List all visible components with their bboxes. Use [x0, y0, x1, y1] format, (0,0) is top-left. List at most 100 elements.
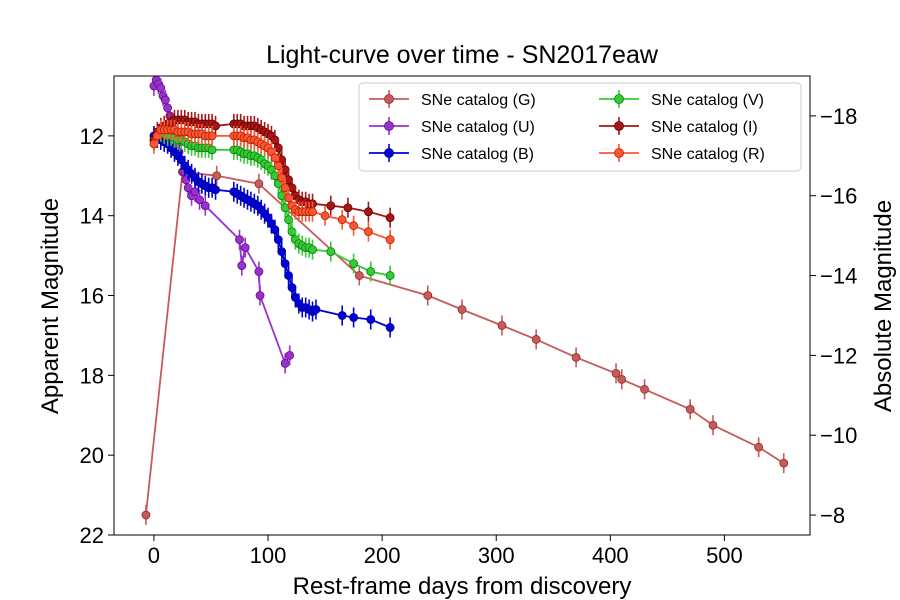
y-tick-label: 22 [80, 523, 104, 548]
data-point [308, 245, 317, 255]
series-group [141, 76, 789, 526]
data-point [326, 247, 336, 257]
plot-frame [113, 75, 811, 536]
data-point [423, 291, 433, 300]
y-right-tick-label: −14 [820, 264, 857, 289]
legend-marker [384, 148, 394, 158]
data-point [195, 195, 204, 205]
data-point [207, 145, 217, 155]
series-line [145, 170, 785, 516]
data-point [457, 305, 467, 314]
legend-entry: SNe catalog (I) [599, 117, 758, 136]
data-point [320, 211, 330, 221]
data-point [254, 267, 264, 276]
data-point [611, 368, 621, 378]
data-point [385, 235, 395, 245]
data-point [354, 271, 364, 280]
data-point [366, 267, 376, 276]
chart-title: Light-curve over time - SN2017eaw [266, 41, 659, 69]
data-point [280, 259, 290, 268]
data-point [255, 291, 265, 300]
data-point [207, 131, 217, 141]
axes: 0 100 200 300 400 500 12 14 16 18 20 22 −18 −16 −14 −12… [80, 75, 857, 568]
series-2 [149, 125, 395, 338]
data-point [754, 442, 764, 452]
y-tick-label: 20 [80, 443, 104, 468]
data-point [531, 335, 541, 344]
legend-entry: SNe catalog (U) [369, 117, 535, 136]
data-point [240, 243, 250, 253]
y-right-tick-label: −8 [820, 503, 845, 528]
data-point [685, 404, 695, 414]
data-point [211, 185, 220, 195]
data-point [254, 179, 264, 189]
legend-label: SNe catalog (G) [421, 92, 536, 109]
data-point [366, 315, 376, 324]
data-point [364, 207, 373, 217]
plot-area [141, 76, 789, 526]
data-point [280, 358, 290, 368]
y-right-tick-label: −16 [820, 184, 857, 209]
data-point [617, 374, 627, 384]
series-0 [141, 161, 789, 526]
x-tick-label: 200 [364, 543, 401, 568]
legend-entry: SNe catalog (R) [599, 144, 765, 163]
data-point [779, 458, 789, 468]
y-right-tick-label: −10 [820, 423, 857, 448]
data-point [385, 323, 395, 332]
legend-label: SNe catalog (U) [421, 119, 535, 136]
data-point [337, 215, 347, 225]
data-point [237, 261, 247, 270]
legend-marker [614, 94, 624, 104]
data-point [349, 313, 359, 322]
y-tick-label: 14 [80, 204, 104, 229]
data-point [212, 171, 222, 181]
legend-label: SNe catalog (V) [651, 92, 764, 109]
data-point [337, 311, 347, 320]
data-point [708, 420, 718, 430]
data-point [497, 321, 507, 330]
data-point [349, 221, 359, 231]
data-point [385, 213, 395, 223]
data-point [273, 235, 283, 245]
data-point [364, 227, 373, 237]
data-point [273, 161, 283, 171]
data-point [284, 271, 293, 280]
x-axis-label: Rest-frame days from discovery [293, 573, 632, 600]
data-point [640, 384, 649, 394]
data-point [343, 203, 353, 213]
data-point [326, 201, 336, 211]
y-tick-label: 16 [80, 284, 104, 309]
data-point [385, 271, 395, 280]
legend-label: SNe catalog (I) [651, 119, 758, 136]
y-right-tick-label: −18 [820, 104, 857, 129]
legend-marker [384, 94, 394, 104]
y-axis-right-label: Absolute Magnitude [870, 200, 897, 412]
y-tick-label: 18 [80, 363, 104, 388]
x-tick-label: 300 [478, 543, 515, 568]
data-point [349, 259, 359, 268]
data-point [141, 510, 151, 520]
legend-marker [614, 121, 624, 131]
data-point [277, 247, 287, 257]
legend-entry: SNe catalog (V) [599, 90, 764, 109]
legend-label: SNe catalog (B) [421, 146, 534, 163]
data-point [284, 215, 293, 225]
y-axis-label: Apparent Magnitude [37, 198, 64, 414]
x-tick-label: 100 [250, 543, 287, 568]
series-5 [149, 119, 395, 250]
legend-entry: SNe catalog (G) [369, 90, 536, 109]
data-point [200, 201, 210, 211]
data-point [285, 350, 295, 360]
y-right-tick-label: −12 [820, 343, 857, 368]
data-point [308, 207, 317, 217]
x-tick-label: 400 [592, 543, 629, 568]
data-point [571, 352, 581, 362]
legend-label: SNe catalog (R) [651, 146, 765, 163]
x-tick-label: 500 [706, 543, 743, 568]
legend-marker [384, 121, 394, 131]
legend-entry: SNe catalog (B) [369, 144, 534, 163]
legend-box [358, 82, 802, 172]
legend: SNe catalog (G) SNe catalog (U) SNe catalo… [358, 82, 802, 172]
